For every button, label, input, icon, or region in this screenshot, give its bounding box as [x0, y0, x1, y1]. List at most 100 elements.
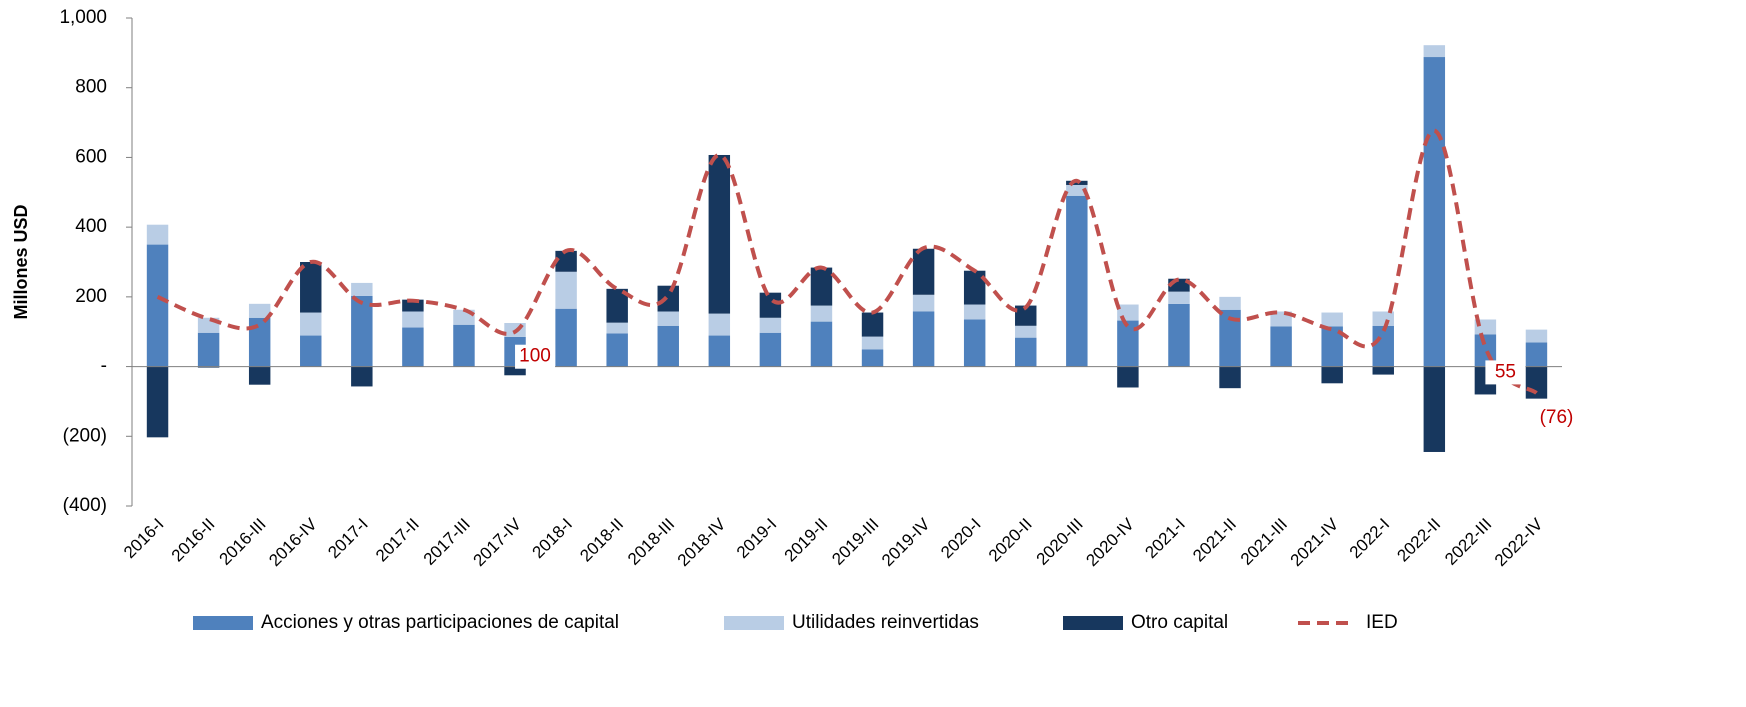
x-tick-label: 2020-III [1033, 515, 1087, 569]
bar [1168, 303, 1190, 367]
x-tick-label: 2017-IV [469, 514, 525, 570]
x-tick-label: 2019-I [733, 515, 781, 563]
x-tick-label: 2017-I [324, 515, 372, 563]
bar [351, 366, 373, 387]
bar [248, 366, 271, 385]
value-label: 100 [519, 346, 551, 367]
bar [606, 288, 628, 323]
x-tick-label: 2017-II [372, 515, 423, 566]
bar [1423, 366, 1446, 452]
bar [1117, 366, 1139, 388]
bar [1117, 320, 1139, 367]
bar [1321, 312, 1343, 327]
bar [1372, 311, 1394, 326]
bar [402, 311, 424, 328]
bar [606, 333, 628, 367]
bar [248, 317, 271, 367]
x-tick-label: 2016-I [120, 515, 168, 563]
y-tick-label: (400) [63, 495, 107, 516]
x-tick-label: 2018-IV [674, 514, 730, 570]
bar [912, 311, 935, 367]
bar [1168, 291, 1190, 304]
y-tick-label: 600 [75, 146, 107, 167]
x-tick-label: 2018-I [529, 515, 577, 563]
bar [1372, 366, 1394, 375]
label-bg [1485, 360, 1526, 385]
bar [300, 335, 322, 367]
x-tick-label: 2020-IV [1082, 514, 1138, 570]
bar [759, 317, 782, 333]
bar [657, 325, 679, 367]
legend-swatch [1063, 616, 1123, 630]
bar [1321, 366, 1343, 384]
x-tick-label: 2016-IV [265, 514, 321, 570]
bar [1066, 184, 1088, 196]
x-tick-label: 2018-II [576, 515, 627, 566]
x-tick-label: 2016-III [215, 515, 269, 569]
bar [810, 267, 833, 306]
x-tick-label: 2021-IV [1287, 514, 1343, 570]
bar [1219, 366, 1241, 389]
x-tick-label: 2019-III [828, 515, 882, 569]
x-tick-label: 2021-II [1189, 515, 1240, 566]
bar [963, 319, 986, 367]
bar [810, 321, 833, 367]
bar [1015, 325, 1037, 338]
bar [657, 311, 679, 326]
y-tick-label: 800 [75, 77, 107, 98]
bar [197, 332, 220, 367]
bar [657, 285, 679, 312]
bar [300, 312, 322, 336]
bar [504, 366, 526, 376]
bar [1525, 342, 1548, 367]
value-label: 55 [1495, 361, 1516, 382]
legend-label: Utilidades reinvertidas [792, 612, 979, 633]
bar [1066, 180, 1088, 185]
legend-label: Otro capital [1131, 612, 1228, 633]
x-tick-label: 2022-II [1393, 515, 1444, 566]
bar [1219, 309, 1241, 367]
bar [759, 292, 782, 318]
bar [555, 271, 577, 309]
bar [555, 308, 577, 367]
bar [1525, 329, 1548, 343]
x-tick-label: 2020-II [985, 515, 1036, 566]
bar [197, 366, 220, 368]
bar [861, 312, 884, 337]
x-tick-label: 2019-IV [878, 514, 934, 570]
x-tick-label: 2022-I [1346, 515, 1394, 563]
bar [351, 282, 373, 296]
x-tick-label: 2018-III [624, 515, 678, 569]
bar [912, 294, 935, 312]
bar [1525, 366, 1548, 399]
bar [1015, 305, 1037, 326]
bar [300, 262, 322, 313]
label-bg [515, 344, 556, 369]
bar [146, 366, 169, 438]
bar [1066, 195, 1088, 367]
bar [963, 304, 986, 320]
y-tick-label: (200) [63, 425, 107, 446]
bar [606, 322, 628, 334]
bar [1372, 325, 1394, 367]
x-tick-label: 2020-I [937, 515, 985, 563]
bar [861, 349, 884, 367]
legend-label: Acciones y otras participaciones de capi… [261, 612, 619, 633]
bar [1219, 296, 1241, 310]
bar [402, 299, 424, 312]
bar [1423, 45, 1446, 58]
bar [1321, 326, 1343, 367]
bar [453, 324, 475, 367]
legend-label: IED [1366, 612, 1398, 633]
x-tick-label: 2022-IV [1491, 514, 1547, 570]
bar [708, 335, 731, 367]
y-tick-label: 1,000 [59, 7, 107, 28]
y-tick-label: 200 [75, 286, 107, 307]
bar [912, 248, 935, 295]
label-bg [1536, 406, 1577, 431]
bar [963, 270, 986, 305]
x-tick-label: 2019-II [781, 515, 832, 566]
bar [1270, 326, 1292, 367]
x-tick-label: 2022-III [1441, 515, 1495, 569]
